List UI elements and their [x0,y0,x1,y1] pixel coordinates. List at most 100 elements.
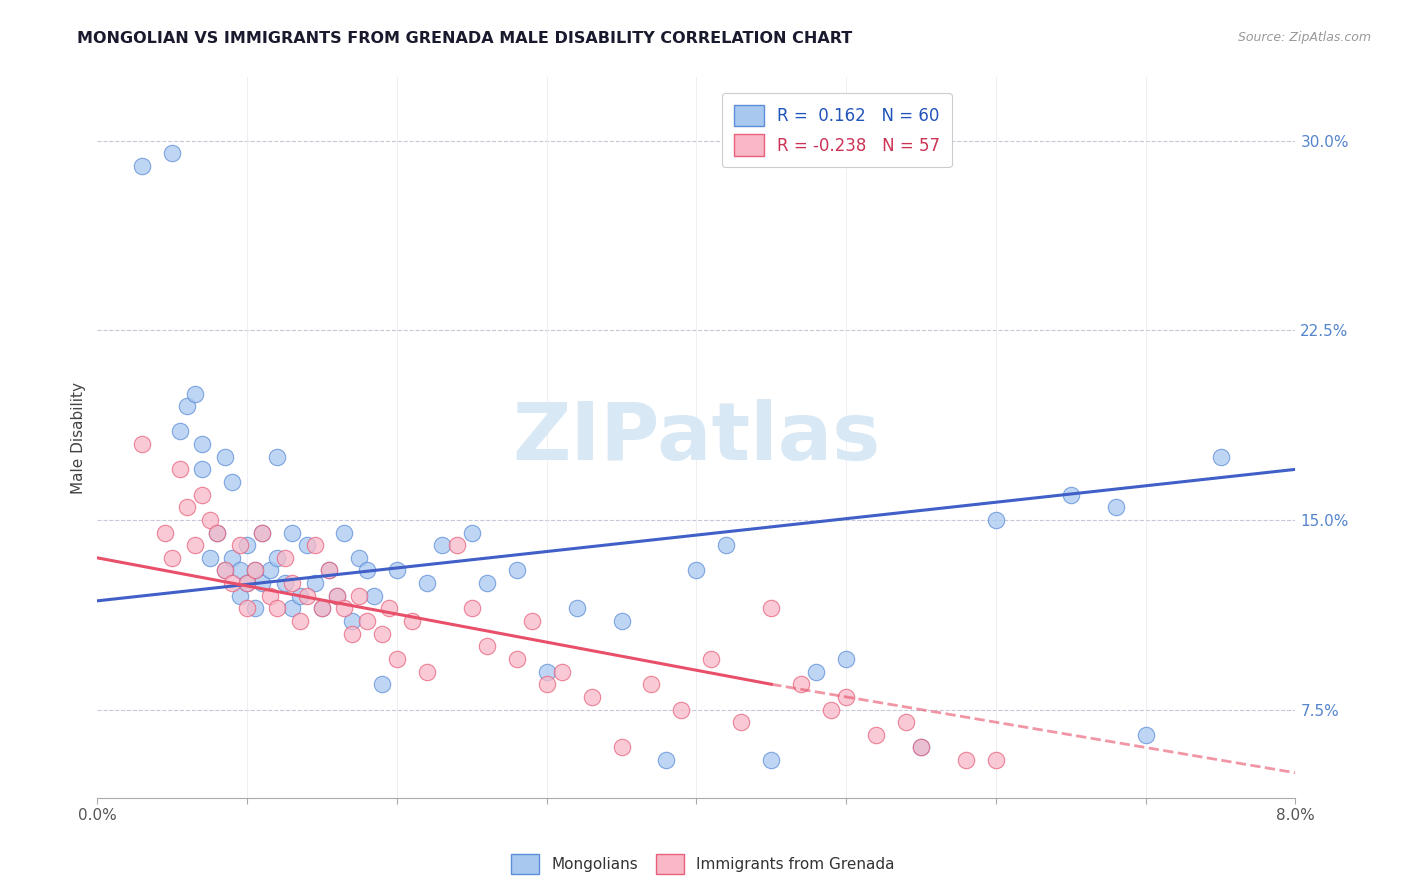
Point [505,652,527,666]
Point [955,753,977,767]
Point [671,702,693,716]
Point [250,525,273,540]
Point [304,576,326,591]
Point [340,614,363,628]
Point [198,513,221,527]
Point [243,564,266,578]
Point [1105,500,1128,515]
Point [318,564,340,578]
Point [356,614,378,628]
Point [236,538,259,552]
Point [318,564,340,578]
Point [363,589,385,603]
Point [236,576,259,591]
Point [806,665,828,679]
Point [505,564,527,578]
Point [266,450,288,464]
Text: MONGOLIAN VS IMMIGRANTS FROM GRENADA MALE DISABILITY CORRELATION CHART: MONGOLIAN VS IMMIGRANTS FROM GRENADA MAL… [77,31,852,46]
Point [461,525,484,540]
Point [250,576,273,591]
Y-axis label: Male Disability: Male Disability [72,382,86,494]
Point [655,753,678,767]
Point [536,677,558,691]
Point [349,589,371,603]
Point [685,564,707,578]
Point [536,665,558,679]
Point [295,538,318,552]
Point [984,513,1007,527]
Point [221,550,243,565]
Text: ZIPatlas: ZIPatlas [512,399,880,476]
Point [475,576,498,591]
Point [273,576,295,591]
Point [221,576,243,591]
Point [333,601,356,615]
Point [730,715,752,730]
Point [160,550,183,565]
Point [205,525,228,540]
Point [214,450,236,464]
Point [288,614,311,628]
Point [183,538,205,552]
Point [311,601,333,615]
Point [250,525,273,540]
Point [214,564,236,578]
Point [610,614,633,628]
Point [266,550,288,565]
Point [288,589,311,603]
Point [228,589,250,603]
Point [214,564,236,578]
Point [416,665,439,679]
Point [236,576,259,591]
Point [281,576,304,591]
Point [984,753,1007,767]
Point [385,652,408,666]
Point [349,550,371,565]
Point [820,702,842,716]
Point [228,538,250,552]
Point [835,652,858,666]
Point [550,665,572,679]
Point [340,626,363,640]
Point [205,525,228,540]
Point [259,564,281,578]
Point [311,601,333,615]
Point [446,538,468,552]
Point [700,652,723,666]
Point [565,601,588,615]
Point [910,740,932,755]
Point [176,399,198,413]
Point [160,146,183,161]
Point [259,589,281,603]
Point [326,589,349,603]
Point [356,564,378,578]
Point [281,525,304,540]
Point [273,550,295,565]
Point [304,538,326,552]
Point [910,740,932,755]
Point [761,753,783,767]
Point [401,614,423,628]
Point [221,475,243,489]
Point [610,740,633,755]
Point [716,538,738,552]
Legend: R =  0.162   N = 60, R = -0.238   N = 57: R = 0.162 N = 60, R = -0.238 N = 57 [723,93,952,168]
Point [894,715,917,730]
Point [640,677,662,691]
Point [183,386,205,401]
Point [191,437,214,451]
Point [416,576,439,591]
Point [266,601,288,615]
Point [243,564,266,578]
Point [1060,488,1083,502]
Point [191,488,214,502]
Point [228,564,250,578]
Point [198,550,221,565]
Point [790,677,813,691]
Point [581,690,603,704]
Point [191,462,214,476]
Point [865,728,887,742]
Legend: Mongolians, Immigrants from Grenada: Mongolians, Immigrants from Grenada [505,848,901,880]
Point [371,626,394,640]
Point [326,589,349,603]
